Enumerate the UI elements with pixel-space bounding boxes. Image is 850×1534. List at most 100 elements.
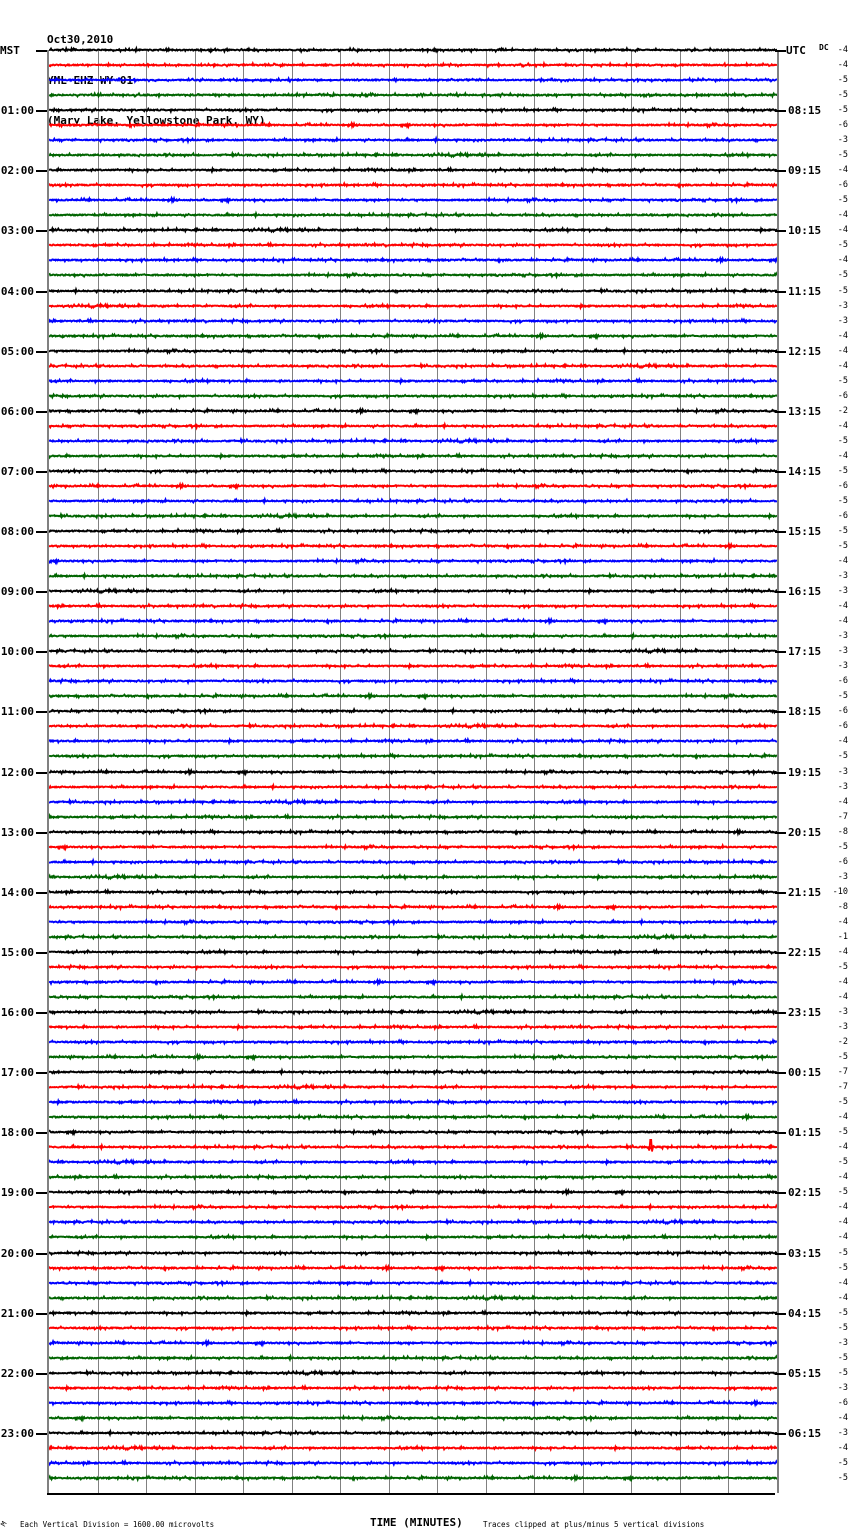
trace-row [49, 568, 777, 584]
dc-value: -4 [837, 601, 848, 612]
trace-row [49, 1245, 777, 1261]
trace-row [49, 237, 777, 253]
right-hour-tick [775, 831, 786, 834]
hour-label-utc: 21:15 [788, 885, 822, 899]
right-hour-tick [775, 531, 786, 533]
dc-value: -4 [837, 60, 848, 71]
dc-value: -3 [837, 646, 848, 657]
left-hour-tick [36, 350, 47, 353]
trace-line [49, 556, 777, 566]
trace-line [49, 195, 777, 205]
dc-value: -4 [837, 556, 848, 567]
trace-row [49, 1335, 777, 1351]
hour-label-utc: 00:15 [788, 1066, 822, 1080]
dc-value: -6 [837, 510, 848, 521]
trace-line [49, 301, 777, 311]
trace-line [49, 752, 777, 761]
left-hour-tick [36, 591, 47, 594]
trace-line [49, 646, 777, 656]
dc-value: -5 [837, 90, 848, 101]
dc-value: -3 [837, 661, 848, 672]
dc-value: -4 [837, 420, 848, 431]
trace-row [49, 1380, 777, 1396]
trace-line [49, 602, 777, 611]
trace-line [49, 677, 777, 686]
dc-value: -2 [837, 405, 848, 416]
trace-row [49, 1455, 777, 1471]
dc-value: -5 [837, 1367, 848, 1378]
hour-label-utc: 09:15 [788, 164, 822, 178]
dc-value: -8 [837, 901, 848, 912]
trace-row [49, 1154, 777, 1170]
hour-label-mst: 05:00 [0, 344, 34, 358]
trace-line [49, 271, 777, 281]
dc-value: -5 [837, 1052, 848, 1063]
trace-row [49, 1410, 777, 1426]
trace-line [49, 1352, 777, 1362]
dc-value: -6 [837, 1397, 848, 1408]
seismogram-plot-area[interactable] [47, 45, 779, 1493]
trace-line [49, 1248, 777, 1257]
dc-value: -2 [837, 1037, 848, 1048]
dc-value: -4 [837, 450, 848, 461]
trace-line [49, 1398, 777, 1408]
left-hour-tick [36, 531, 47, 533]
right-hour-tick [775, 1312, 786, 1315]
trace-line [49, 992, 777, 1002]
right-hour-tick [775, 290, 786, 293]
trace-row [49, 899, 777, 915]
dc-value: -5 [837, 1307, 848, 1318]
trace-row [49, 418, 777, 434]
trace-row [49, 523, 777, 539]
trace-row [49, 1169, 777, 1185]
dc-value: -6 [837, 180, 848, 191]
trace-line [49, 210, 777, 220]
dc-value: -4 [837, 1412, 848, 1423]
trace-line [49, 241, 777, 250]
hour-label-mst: 21:00 [0, 1306, 34, 1320]
trace-row [49, 538, 777, 554]
hour-label-mst: 07:00 [0, 464, 34, 478]
trace-row [49, 87, 777, 103]
trace-line [49, 857, 777, 867]
trace-line [49, 1067, 777, 1077]
hour-label-mst: 17:00 [0, 1066, 34, 1080]
trace-line [49, 165, 777, 175]
trace-row [49, 794, 777, 810]
hour-label-utc: 16:15 [788, 585, 822, 599]
trace-line [49, 451, 777, 461]
trace-row [49, 809, 777, 825]
hour-label-mst: 13:00 [0, 825, 34, 839]
trace-line [49, 331, 777, 341]
trace-row [49, 1395, 777, 1411]
trace-line [49, 1233, 777, 1243]
trace-row [49, 343, 777, 359]
dc-value: -7 [837, 1082, 848, 1093]
trace-row [49, 1094, 777, 1110]
trace-row [49, 1229, 777, 1245]
hour-label-utc: 02:15 [788, 1186, 822, 1200]
hour-label-mst: 01:00 [0, 104, 34, 118]
trace-line [49, 285, 777, 295]
dc-value: -6 [837, 120, 848, 131]
hour-label-utc: 04:15 [788, 1306, 822, 1320]
trace-row [49, 117, 777, 133]
hour-label-utc: 14:15 [788, 464, 822, 478]
trace-line [49, 1158, 777, 1167]
hour-label-utc: 17:15 [788, 645, 822, 659]
trace-line [49, 1037, 777, 1047]
left-hour-tick [36, 230, 47, 233]
hour-label-mst: 08:00 [0, 525, 34, 538]
dc-value: -1 [837, 931, 848, 942]
left-hour-tick [36, 170, 47, 173]
trace-row [49, 207, 777, 223]
dc-value: -4 [837, 1217, 848, 1228]
trace-row [49, 748, 777, 764]
dc-value: -6 [837, 676, 848, 687]
trace-line [49, 436, 777, 445]
dc-value: -5 [837, 285, 848, 296]
hour-label-mst: 20:00 [0, 1246, 34, 1260]
trace-line [49, 691, 777, 701]
hour-label-mst: 04:00 [0, 284, 34, 298]
trace-line [49, 406, 777, 416]
